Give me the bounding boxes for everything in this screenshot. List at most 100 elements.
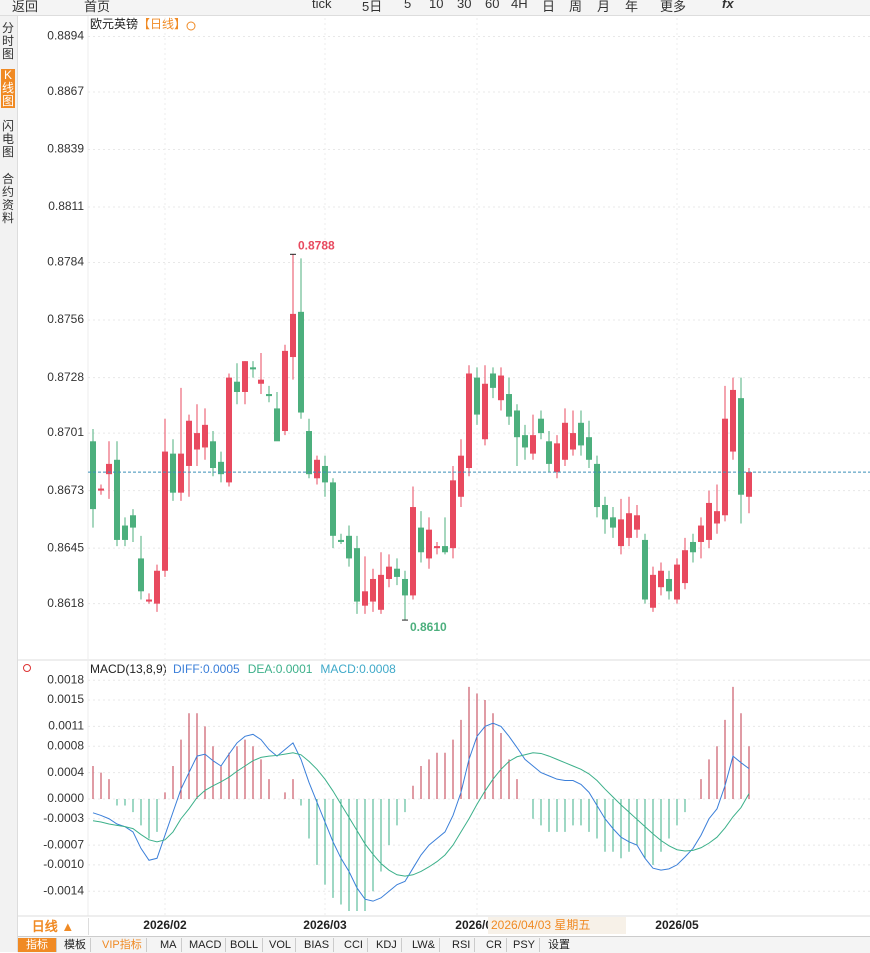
- legend-entry: DIFF:0.0005: [173, 662, 240, 676]
- candle-body: [122, 525, 128, 540]
- x-tick-label: 2026/05: [655, 918, 699, 932]
- candle-body: [242, 361, 248, 392]
- y-tick-label: -0.0007: [43, 837, 84, 851]
- period-button[interactable]: 30: [457, 0, 472, 11]
- candle-body: [306, 431, 312, 475]
- y-tick-label: -0.0010: [43, 857, 84, 871]
- candle-body: [674, 564, 680, 600]
- indicator-bar: 指标 模板 VIP指标 MA MACD BOLL VOL BIAS CCI KD…: [18, 936, 870, 953]
- period-button[interactable]: 周: [569, 0, 583, 14]
- close-icon[interactable]: [186, 21, 196, 31]
- period-button[interactable]: 60: [485, 0, 500, 11]
- candle-body: [130, 515, 136, 528]
- candle-body: [194, 433, 200, 450]
- candle-body: [162, 451, 168, 571]
- candle-body: [378, 574, 384, 610]
- candle-body: [546, 441, 552, 464]
- indicator-tab[interactable]: MACD: [185, 938, 227, 952]
- period-selector[interactable]: 日线 ▲: [18, 918, 89, 935]
- home-button[interactable]: 首页: [84, 0, 111, 14]
- candle-body: [234, 381, 240, 392]
- tick-button[interactable]: tick: [312, 0, 332, 11]
- candle-body: [466, 373, 472, 469]
- y-tick-label: -0.0014: [43, 883, 84, 897]
- candle-body: [218, 461, 224, 475]
- indicator-tab[interactable]: 模板: [60, 938, 91, 952]
- candle-body: [138, 558, 144, 592]
- side-tab[interactable]: 闪电图: [1, 119, 14, 159]
- candle-body: [322, 465, 328, 483]
- period-button[interactable]: 4H: [511, 0, 528, 11]
- period-button[interactable]: 5日: [362, 0, 383, 14]
- candle-body: [90, 441, 96, 510]
- period-button[interactable]: 年: [625, 0, 639, 14]
- candle-body: [98, 488, 104, 491]
- y-tick-label: 0.8756: [47, 312, 84, 326]
- y-tick-label: 0.8839: [47, 142, 84, 156]
- indicator-tab[interactable]: MA: [156, 938, 182, 952]
- candle-body: [626, 513, 632, 538]
- candle-body: [666, 578, 672, 592]
- period-button[interactable]: 月: [597, 0, 611, 14]
- candle-body: [250, 367, 256, 370]
- candle-body: [634, 515, 640, 530]
- candle-body: [170, 453, 176, 493]
- candle-body: [106, 463, 112, 475]
- indicator-tab[interactable]: KDJ: [372, 938, 402, 952]
- x-tick-label: 2026/03: [303, 918, 347, 932]
- max-label: 0.8788: [298, 238, 335, 252]
- candle-body: [618, 519, 624, 547]
- candle-body: [514, 410, 520, 438]
- toolbar: 返回 首页 tick 5日 5 10 30 60 4H 日 周 月 年 更多 f…: [0, 0, 870, 16]
- candle-body: [698, 525, 704, 542]
- candle-body: [274, 408, 280, 442]
- y-tick-label: 0.0008: [47, 738, 84, 752]
- legend-entry: DEA:0.0001: [248, 662, 313, 676]
- y-tick-label: 0.8784: [47, 255, 84, 269]
- candle-body: [178, 453, 184, 493]
- y-tick-label: 0.8673: [47, 483, 84, 497]
- indicator-tab[interactable]: PSY: [509, 938, 541, 952]
- candle-body: [370, 578, 376, 602]
- indicator-tab[interactable]: BIAS: [300, 938, 335, 952]
- y-tick-label: 0.0018: [47, 672, 84, 686]
- period-button[interactable]: 10: [429, 0, 444, 11]
- indicator-tab[interactable]: RSI: [448, 938, 476, 952]
- more-button[interactable]: 更多: [660, 0, 687, 14]
- candle-body: [186, 420, 192, 466]
- candle-body: [114, 459, 120, 540]
- candle-body: [386, 566, 392, 579]
- y-tick-label: 0.8701: [47, 425, 84, 439]
- side-tab[interactable]: 合约资料: [1, 172, 14, 225]
- y-tick-label: 0.0011: [48, 719, 84, 733]
- indicator-tab[interactable]: 设置: [548, 939, 570, 951]
- y-tick-label: 0.8867: [47, 84, 84, 98]
- candle-body: [498, 375, 504, 401]
- settings-icon[interactable]: [23, 664, 31, 672]
- legend-entry: MACD:0.0008: [320, 662, 396, 676]
- candle-body: [482, 383, 488, 440]
- indicator-tab[interactable]: LW&: [408, 938, 441, 952]
- period-button[interactable]: 日: [542, 0, 556, 14]
- y-tick-label: 0.8645: [47, 540, 84, 554]
- side-tab[interactable]: 分时图: [1, 21, 14, 61]
- indicator-tab[interactable]: CCI: [340, 938, 368, 952]
- fx-button[interactable]: fx: [722, 0, 734, 11]
- sidebar: 分时图 K线图 闪电图 合约资料: [0, 16, 18, 952]
- indicator-tab[interactable]: BOLL: [226, 938, 264, 952]
- candle-body: [538, 418, 544, 434]
- back-button[interactable]: 返回: [12, 0, 39, 14]
- indicator-tab-active[interactable]: 指标: [18, 938, 57, 952]
- candle-body: [354, 548, 360, 602]
- candle-body: [314, 459, 320, 479]
- indicator-tab[interactable]: CR: [482, 938, 507, 952]
- indicator-tab[interactable]: VOL: [265, 938, 297, 952]
- candle-body: [226, 377, 232, 483]
- y-tick-label: 0.8894: [47, 29, 84, 43]
- candle-body: [650, 574, 656, 608]
- side-tab-active[interactable]: K线图: [1, 68, 15, 108]
- period-button[interactable]: 5: [404, 0, 412, 11]
- indicator-tab[interactable]: VIP指标: [98, 938, 147, 952]
- candle-body: [714, 511, 720, 524]
- candle-body: [490, 373, 496, 388]
